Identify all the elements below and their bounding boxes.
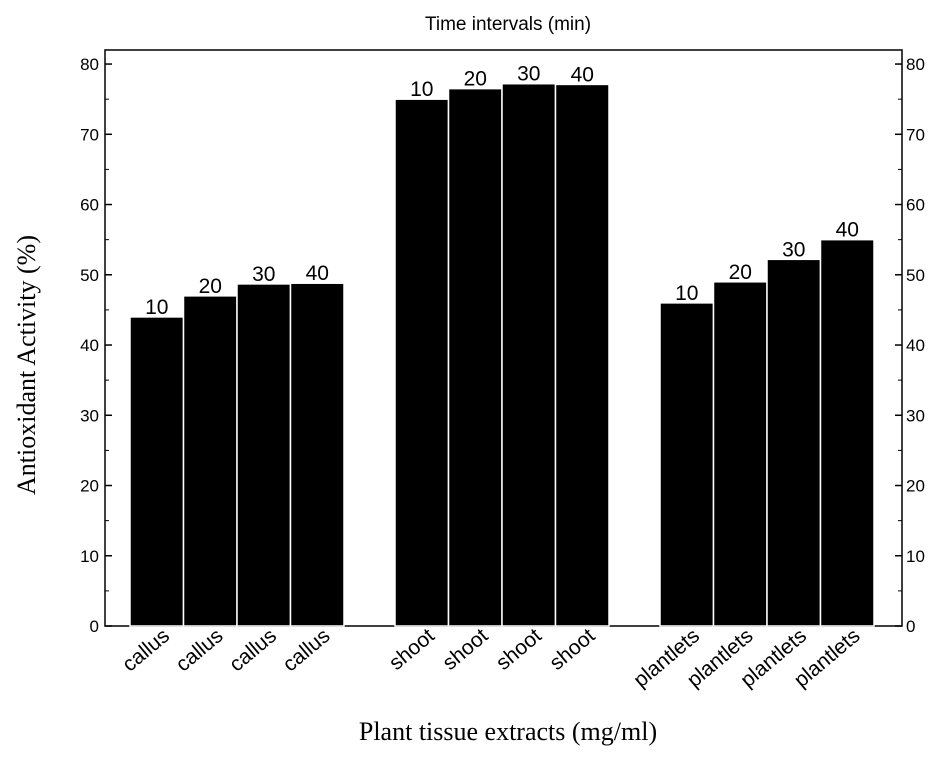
bar-data-label: 20 [199,275,222,298]
bar-data-label: 40 [836,219,859,242]
bars-layer [129,82,875,627]
x-tick-label: callus [172,624,228,676]
bar-data-label: 10 [675,282,698,305]
bar-callus-20 [182,295,238,627]
bar-data-label: 30 [517,63,540,86]
y-tick-label-right: 50 [906,266,925,285]
x-tick-label: shoot [492,624,546,675]
bar-data-label: 20 [464,68,487,91]
bar-shoot-20 [447,87,503,627]
y-tick-label-left: 80 [80,55,99,74]
x-axis-label: Plant tissue extracts (mg/ml) [359,717,657,746]
y-tick-label-left: 0 [90,617,99,636]
y-tick-label-left: 70 [80,125,99,144]
right-y-axis: 0 10 20 30 40 50 60 70 80 [895,55,925,636]
x-tick-label: shoot [545,624,599,675]
bar-data-label: 10 [145,296,168,319]
y-tick-label-left: 50 [80,266,99,285]
bar-data-label: 40 [306,262,329,285]
y-tick-label-right: 60 [906,196,925,215]
chart-title: Time intervals (min) [425,14,591,35]
bar-shoot-40 [554,83,610,627]
y-tick-label-right: 80 [906,55,925,74]
x-tick-label: shoot [385,624,439,675]
bar-plantlets-20 [712,281,768,627]
bar-data-label: 40 [571,63,594,86]
bar-data-label: 20 [729,261,752,284]
bar-plantlets-40 [819,238,875,627]
bar-plantlets-30 [766,258,822,627]
bar-callus-40 [289,282,345,627]
y-tick-label-left: 30 [80,406,99,425]
y-tick-label-right: 70 [906,125,925,144]
y-tick-label-left: 40 [80,336,99,355]
bar-callus-30 [236,283,292,627]
y-tick-label-right: 20 [906,477,925,496]
bar-shoot-10 [394,98,450,627]
x-tick-label: callus [118,624,174,676]
y-tick-label-right: 30 [906,406,925,425]
y-tick-label-left: 60 [80,196,99,215]
bar-data-label: 10 [410,78,433,101]
x-tick-label: callus [279,624,335,676]
x-tick-label: shoot [438,624,492,675]
y-tick-label-left: 10 [80,547,99,566]
bar-callus-10 [129,316,185,627]
left-y-axis: 0 10 20 30 40 50 60 70 80 [80,55,112,636]
y-tick-label-right: 0 [906,617,915,636]
y-tick-label-right: 40 [906,336,925,355]
bar-shoot-30 [501,82,557,627]
bar-plantlets-10 [659,302,715,627]
y-tick-label-left: 20 [80,477,99,496]
y-tick-label-right: 10 [906,547,925,566]
x-tick-label: callus [225,624,281,676]
bar-labels-layer: 10 20 30 40 10 20 30 40 10 20 30 40 [145,63,859,319]
bar-data-label: 30 [782,238,805,261]
y-axis-label: Antioxidant Activity (%) [12,235,41,495]
bar-data-label: 30 [252,263,275,286]
